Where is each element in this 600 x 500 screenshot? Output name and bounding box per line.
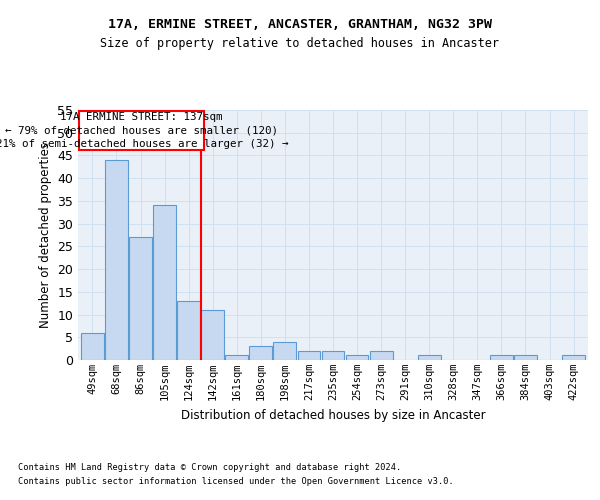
Bar (250, 346, 272, 360)
Bar (201, 310, 224, 360)
Bar (346, 356, 368, 360)
Bar (562, 356, 585, 360)
Bar (226, 356, 248, 360)
Bar (298, 351, 320, 360)
Bar (105, 160, 128, 360)
Bar (418, 356, 440, 360)
Bar (370, 351, 392, 360)
Bar (81, 332, 104, 360)
Bar (153, 206, 176, 360)
Bar (274, 342, 296, 360)
Text: 17A, ERMINE STREET, ANCASTER, GRANTHAM, NG32 3PW: 17A, ERMINE STREET, ANCASTER, GRANTHAM, … (108, 18, 492, 30)
FancyBboxPatch shape (79, 111, 204, 150)
Y-axis label: Number of detached properties: Number of detached properties (38, 142, 52, 328)
X-axis label: Distribution of detached houses by size in Ancaster: Distribution of detached houses by size … (181, 408, 485, 422)
Text: Size of property relative to detached houses in Ancaster: Size of property relative to detached ho… (101, 38, 499, 51)
Bar (177, 301, 200, 360)
Bar (514, 356, 537, 360)
Text: ← 79% of detached houses are smaller (120): ← 79% of detached houses are smaller (12… (5, 125, 278, 135)
Text: 17A ERMINE STREET: 137sqm: 17A ERMINE STREET: 137sqm (61, 112, 223, 122)
Text: 21% of semi-detached houses are larger (32) →: 21% of semi-detached houses are larger (… (0, 139, 288, 149)
Bar (322, 351, 344, 360)
Bar (490, 356, 513, 360)
Text: Contains public sector information licensed under the Open Government Licence v3: Contains public sector information licen… (18, 477, 454, 486)
Bar (129, 238, 152, 360)
Text: Contains HM Land Registry data © Crown copyright and database right 2024.: Contains HM Land Registry data © Crown c… (18, 464, 401, 472)
